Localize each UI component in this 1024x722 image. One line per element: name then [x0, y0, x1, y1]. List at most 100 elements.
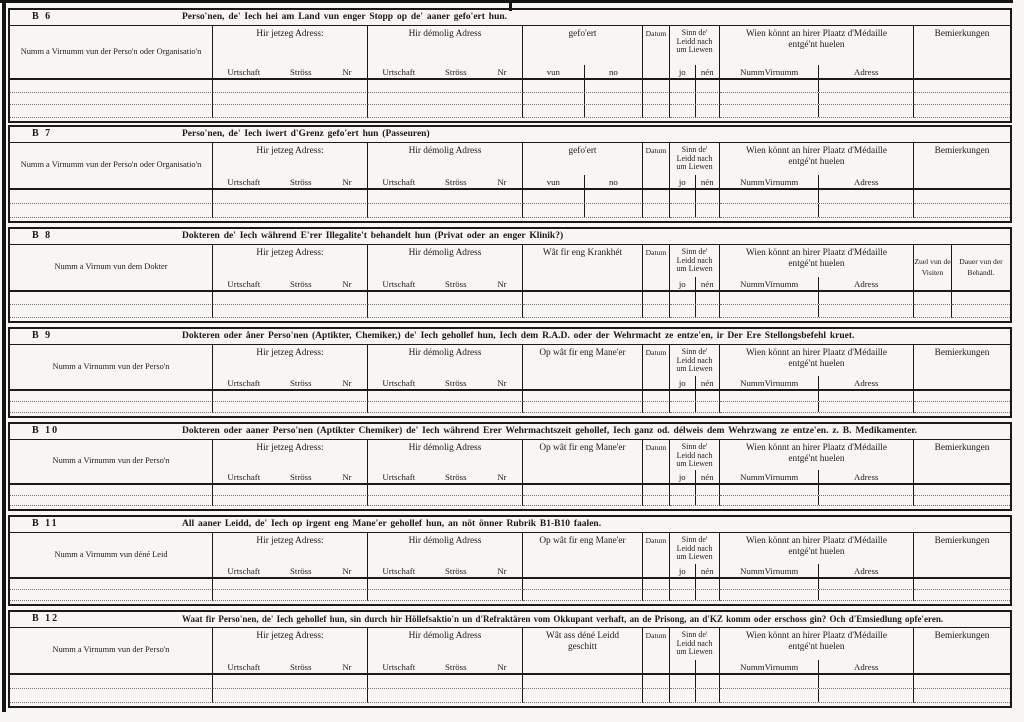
sub-label-row: Numm Virnumm Adress [720, 376, 913, 389]
datum-label: Datum [645, 248, 667, 257]
subcol-nen-label: nén [700, 279, 714, 289]
subcol-nr-label: Nr [342, 662, 352, 672]
col-header-sinn-leidd: Sinn de' Leidd nach um Liewen jo nén [670, 26, 720, 78]
sinn-label-line: Leidd nach [676, 36, 713, 46]
medaille-label-line: Wien könnt an hirer Plaatz d'Médaille [746, 348, 887, 358]
subcol-stroess-label: Ströss [445, 378, 467, 388]
row-cell-col4 [523, 495, 643, 506]
table-row [10, 579, 1010, 590]
row-cell-name [10, 402, 213, 413]
row-cell-col4 [523, 292, 643, 305]
zuel-label: Zuel vun de Visiten [914, 257, 951, 277]
column-header-row: Numm a Virnumm vun der Perso'n Hir jetzeg… [10, 345, 1010, 391]
subcol-virnumm: Virnumm [764, 566, 799, 576]
col-header-4: gefo'ert vun no [523, 26, 643, 78]
subcol-numm: Numm [740, 472, 765, 482]
name-column-label: Numm a Virnumm vun der Perso'n [52, 361, 170, 371]
row-subcell-numm-virnumm [720, 496, 818, 506]
medaille-label: Wien könnt an hirer Plaatz d'Médaille ent… [720, 29, 913, 50]
row-subcell-jo [670, 689, 695, 702]
row-cell-sinn [670, 579, 720, 590]
subcol-no-label: no [608, 177, 618, 187]
subcol-nr-label: Nr [342, 177, 352, 187]
scan-edge-left [2, 0, 6, 712]
row-cell-demolig-adress [368, 579, 523, 590]
subcol-urtschaft: Urtschaft [213, 470, 275, 483]
row-subcell-nen [694, 80, 720, 92]
col-header-4: Wât fir eng Krankhét [523, 245, 643, 290]
subcol-jo: jo [670, 564, 695, 577]
row-cell-medaille [720, 305, 914, 318]
col-header-medaille: Wien könnt an hirer Plaatz d'Médaille ent… [720, 26, 914, 78]
table-row [10, 495, 1010, 506]
row-subcell-jo [670, 391, 695, 401]
col-header-demolig-adress-label: Hir démolig Adress [408, 536, 482, 546]
name-column-label: Numm a Virnumm vun der Perso'n [52, 645, 170, 655]
row-cell-jetzeg-adress [213, 292, 368, 305]
row-cell-jetzeg-adress [213, 92, 368, 106]
row-cell-demolig-adress [368, 391, 523, 402]
subcol-nr: Nr [327, 564, 367, 577]
row-cell-col4 [523, 402, 643, 413]
col-header-4: Op wât fir eng Mane'er [523, 345, 643, 389]
sinn-label: Sinn de' Leidd nach um Liewen [670, 145, 719, 172]
row-subcell-numm-virnumm [720, 305, 818, 317]
row-cell-name [10, 391, 213, 402]
row-cell-demolig-adress [368, 305, 523, 318]
row-cell-bemierkungen [914, 93, 1010, 106]
col-header-datum: Datum [643, 628, 670, 673]
row-subcell-adress [818, 204, 913, 217]
col4-label: gefo'ert [523, 29, 642, 40]
col-header-zuel-visiten: Zuel vun de Visiten [914, 245, 952, 290]
row-cell-col4 [523, 305, 643, 318]
subcol-nr: Nr [482, 175, 522, 188]
datum-label: Datum [645, 536, 667, 545]
row-cell-name [10, 190, 213, 204]
col-header-name: Numm a Virnumm vun der Perso'n oder Orga… [10, 26, 213, 78]
subcol-jo-label: jo [678, 566, 686, 576]
col4-label: Op wât fir eng Mane'er [523, 348, 642, 359]
subcol-virnumm: Virnumm [764, 378, 799, 388]
subcol-nen: nén [694, 564, 720, 577]
sinn-label-line: Leidd nach [676, 450, 713, 460]
subcol-urtschaft: Urtschaft [213, 660, 275, 673]
col-header-medaille: Wien könnt an hirer Plaatz d'Médaille ent… [720, 345, 914, 389]
sinn-label: Sinn de' Leidd nach um Liewen [670, 247, 719, 274]
sinn-label-line: Sinn de' [681, 347, 708, 356]
row-subcell-adress [818, 579, 913, 589]
subcol-stroess-label: Ströss [290, 566, 312, 576]
row-cell-datum [643, 292, 670, 305]
section-header-band: B 10 Dokteren oder aaner Perso'nen (Aptik… [10, 424, 1010, 440]
col-header-bemierkungen: Bemierkungen [914, 26, 1010, 78]
section-b8: B 8 Dokteren de' Iech während E'rer Illeg… [8, 227, 1012, 323]
row-cell-datum [643, 305, 670, 318]
subcol-adress: Adress [818, 277, 913, 290]
row-cell-bemierkungen [914, 689, 1010, 703]
subcol-jo: jo [670, 470, 695, 483]
col-header-bemierkungen: Bemierkungen [914, 440, 1010, 483]
row-subcell-numm-virnumm [720, 190, 818, 203]
col-header-demolig-adress: Hir démolig Adress Urtschaft Ströss Nr [368, 26, 523, 78]
write-in-area [10, 292, 1010, 321]
row-cell-name [10, 689, 213, 703]
subcol-stroess: Ströss [430, 376, 482, 389]
subcol-urtschaft-label: Urtschaft [227, 566, 261, 576]
subcol-nen: nén [694, 65, 720, 78]
row-cell-sinn [670, 92, 720, 106]
row-cell-medaille [720, 204, 914, 218]
subcol-nr-label: Nr [342, 67, 352, 77]
section-header-band: B 11 All aaner Leidd, de' Iech op irgent … [10, 517, 1010, 533]
row-cell-jetzeg-adress [213, 391, 368, 402]
datum-label: Datum [645, 29, 667, 38]
subcol-nr-label: Nr [342, 279, 352, 289]
row-cell-datum [643, 105, 670, 119]
subcol-urtschaft-label: Urtschaft [382, 67, 416, 77]
sub-label-row: jo nén [670, 470, 719, 483]
section-header-band: B 7 Perso'nen, de' Iech iwert d'Grenz gef… [10, 127, 1010, 143]
subcol-urtschaft: Urtschaft [368, 175, 430, 188]
medaille-label: Wien könnt an hirer Plaatz d'Médaille ent… [720, 146, 913, 167]
table-row [10, 305, 1010, 318]
sub-label-row: Urtschaft Ströss Nr [368, 65, 522, 78]
subcol-vun: vun [523, 65, 584, 78]
subcol-urtschaft-label: Urtschaft [227, 472, 261, 482]
